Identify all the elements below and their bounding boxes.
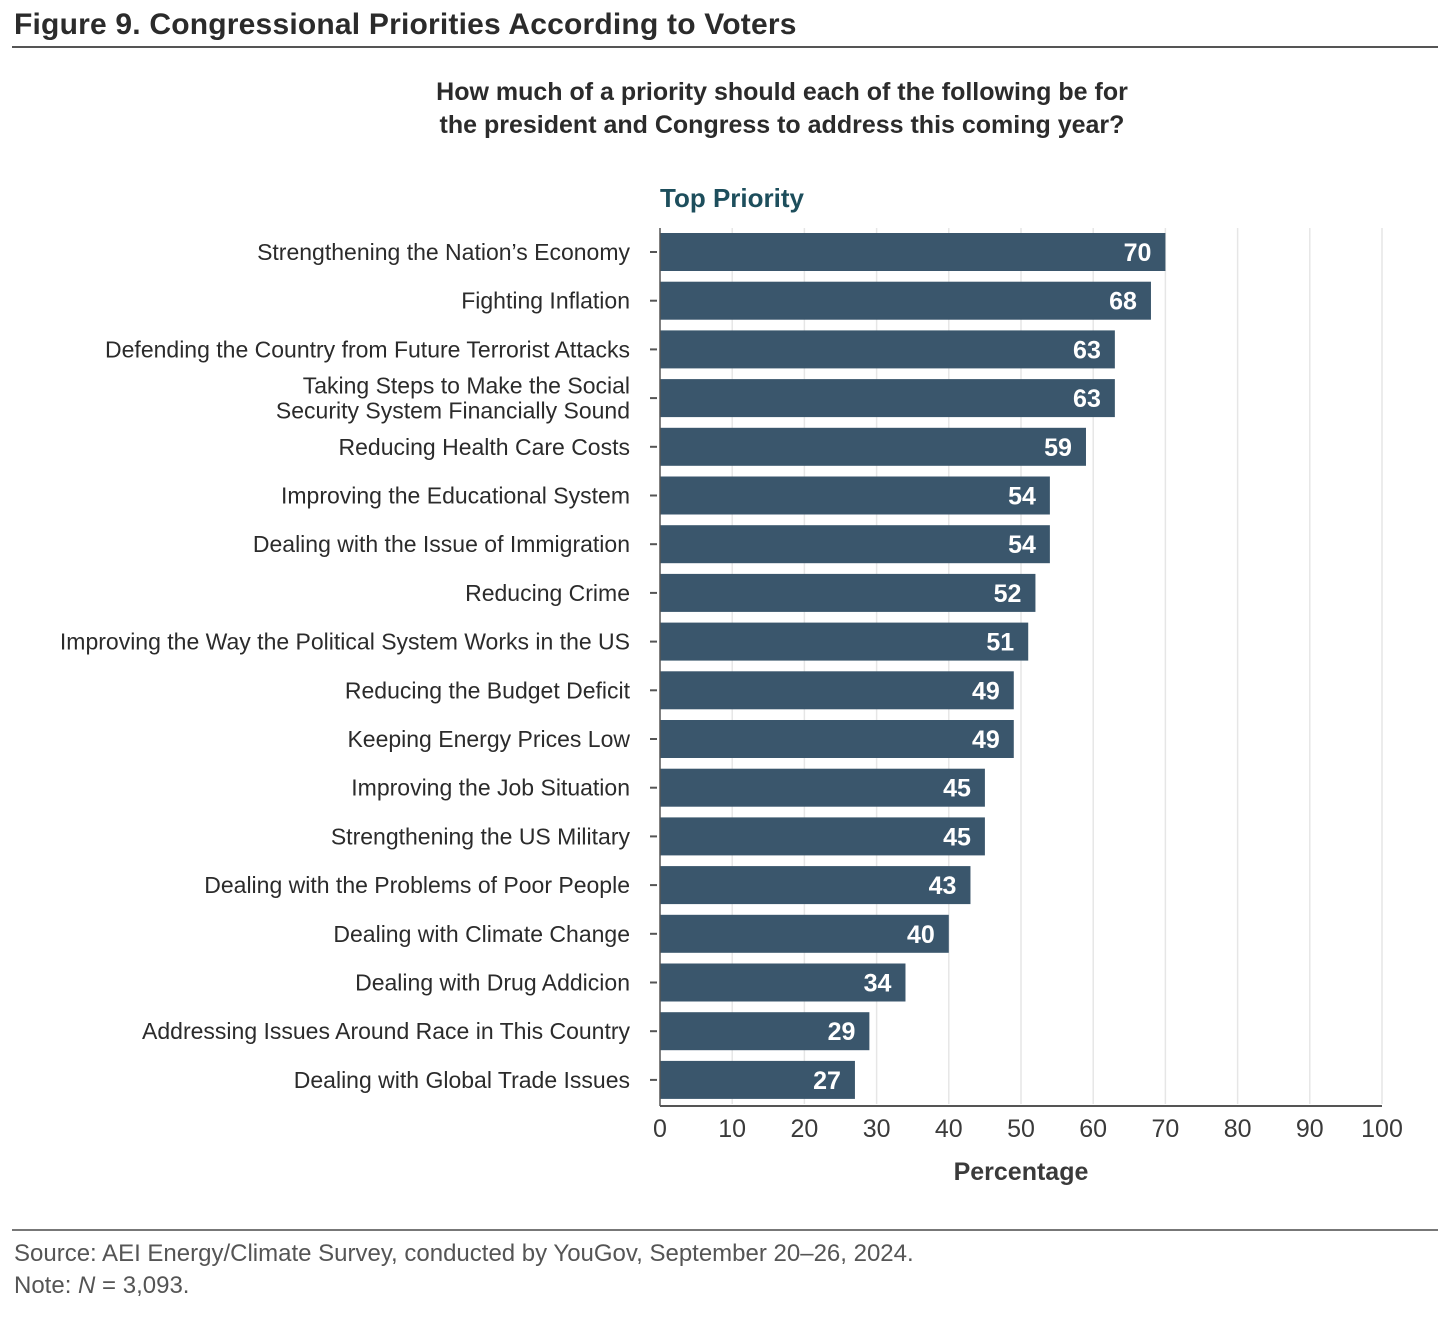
category-label: Strengthening the US Military bbox=[331, 823, 631, 849]
bar bbox=[660, 720, 1014, 758]
bar-value-label: 45 bbox=[943, 775, 971, 803]
bar-value-label: 51 bbox=[986, 629, 1014, 657]
category-label: Improving the Educational System bbox=[281, 483, 630, 509]
note-n: N bbox=[78, 1272, 96, 1299]
category-label: Improving the Way the Political System W… bbox=[60, 629, 630, 655]
category-label: Keeping Energy Prices Low bbox=[347, 726, 630, 752]
bar bbox=[660, 525, 1050, 564]
bar bbox=[660, 622, 1029, 661]
note-prefix: Note: bbox=[14, 1272, 79, 1299]
footer-rule bbox=[12, 1229, 1438, 1231]
source-note: Source: AEI Energy/Climate Survey, condu… bbox=[14, 1240, 914, 1267]
note-suffix: = 3,093. bbox=[95, 1272, 190, 1299]
x-tick-label: 50 bbox=[1007, 1115, 1035, 1143]
x-tick-label: 70 bbox=[1151, 1115, 1179, 1143]
bar-value-label: 49 bbox=[972, 726, 1000, 754]
bar bbox=[660, 573, 1036, 612]
category-label: Defending the Country from Future Terror… bbox=[105, 336, 630, 362]
bar bbox=[660, 1012, 870, 1051]
bar-value-label: 68 bbox=[1109, 288, 1137, 316]
bar-value-label: 59 bbox=[1044, 434, 1072, 462]
bar bbox=[660, 476, 1050, 515]
bar bbox=[660, 866, 971, 905]
bar bbox=[660, 817, 985, 856]
series-title: Top Priority bbox=[660, 183, 805, 213]
bar bbox=[660, 330, 1115, 369]
category-label: Fighting Inflation bbox=[461, 288, 630, 314]
x-tick-label: 10 bbox=[718, 1115, 746, 1143]
x-tick-label: 60 bbox=[1079, 1115, 1107, 1143]
question-line-2: the president and Congress to address th… bbox=[439, 111, 1125, 139]
title-rule bbox=[12, 46, 1438, 48]
bar bbox=[660, 768, 985, 807]
category-label: Reducing Crime bbox=[465, 580, 630, 606]
sample-size-note: Note: N = 3,093. bbox=[14, 1272, 189, 1300]
bar bbox=[660, 963, 906, 1002]
category-label: Strengthening the Nation’s Economy bbox=[257, 239, 630, 265]
x-axis-label: Percentage bbox=[954, 1158, 1089, 1186]
bar-value-label: 49 bbox=[972, 677, 1000, 705]
bar-value-label: 70 bbox=[1124, 239, 1152, 267]
bar bbox=[660, 427, 1086, 466]
category-label: Reducing the Budget Deficit bbox=[345, 677, 631, 703]
x-tick-label: 20 bbox=[790, 1115, 818, 1143]
category-label: Dealing with Drug Addicion bbox=[355, 970, 630, 996]
x-tick-label: 80 bbox=[1224, 1115, 1252, 1143]
x-tick-label: 30 bbox=[863, 1115, 891, 1143]
category-label: Taking Steps to Make the Social Security … bbox=[276, 373, 630, 424]
bar bbox=[660, 379, 1115, 418]
bar-value-label: 34 bbox=[864, 970, 892, 998]
bar-value-label: 45 bbox=[943, 823, 971, 851]
x-tick-label: 100 bbox=[1361, 1115, 1403, 1143]
bar bbox=[660, 1060, 855, 1099]
question-line-1: How much of a priority should each of th… bbox=[436, 78, 1128, 106]
bar bbox=[660, 671, 1014, 710]
bar-value-label: 29 bbox=[828, 1018, 856, 1046]
bar bbox=[660, 914, 949, 953]
category-label: Improving the Job Situation bbox=[351, 775, 630, 801]
figure-title: Figure 9. Congressional Priorities Accor… bbox=[14, 8, 797, 41]
bar-value-label: 40 bbox=[907, 921, 935, 949]
x-tick-label: 40 bbox=[935, 1115, 963, 1143]
bar-value-label: 63 bbox=[1073, 385, 1101, 413]
category-label: Addressing Issues Around Race in This Co… bbox=[142, 1018, 630, 1044]
category-label: Reducing Health Care Costs bbox=[339, 434, 630, 460]
chart-question: How much of a priority should each of th… bbox=[0, 76, 1456, 142]
category-label: Dealing with Climate Change bbox=[333, 921, 630, 947]
x-tick-label: 0 bbox=[653, 1115, 667, 1143]
category-label: Dealing with the Problems of Poor People bbox=[204, 872, 630, 898]
bar-value-label: 63 bbox=[1073, 336, 1101, 364]
category-label: Dealing with Global Trade Issues bbox=[294, 1067, 630, 1093]
x-tick-label: 90 bbox=[1296, 1115, 1324, 1143]
category-label: Dealing with the Issue of Immigration bbox=[253, 531, 630, 557]
bar-value-label: 27 bbox=[813, 1067, 841, 1095]
bar-value-label: 54 bbox=[1008, 531, 1036, 559]
bar bbox=[660, 281, 1151, 320]
bar-value-label: 43 bbox=[929, 872, 957, 900]
bar bbox=[660, 233, 1166, 271]
bar-value-label: 52 bbox=[994, 580, 1022, 608]
bar-value-label: 54 bbox=[1008, 483, 1036, 511]
